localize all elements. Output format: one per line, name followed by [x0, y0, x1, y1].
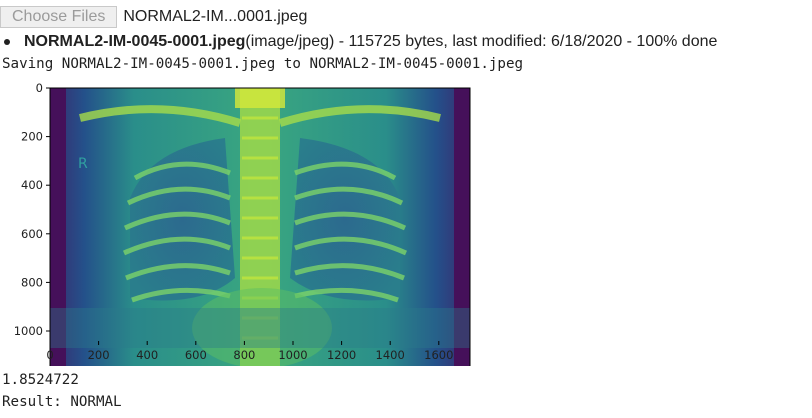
bullet-icon	[4, 39, 10, 45]
y-tick-label: 200	[21, 130, 43, 144]
y-tick-label: 1000	[14, 324, 43, 338]
y-tick-label: 0	[36, 81, 43, 95]
x-tick-label: 0	[46, 348, 53, 362]
image-marker-label: R	[78, 156, 88, 172]
y-tick-label: 800	[21, 275, 43, 289]
y-axis: 0 200 400 600 800 1000	[14, 81, 50, 338]
x-tick-label: 1200	[327, 348, 356, 362]
uploaded-file-details: (image/jpeg) - 115725 bytes, last modifi…	[245, 33, 717, 51]
x-tick-label: 200	[88, 348, 110, 362]
file-upload-row: Choose Files NORMAL2-IM...0001.jpeg	[0, 5, 307, 29]
x-tick-label: 800	[233, 348, 255, 362]
xray-image-plot: R 0 200 400 600 800 1000	[0, 78, 480, 366]
saving-output: Saving NORMAL2-IM-0045-0001.jpeg to NORM…	[2, 56, 523, 72]
selected-file-name: NORMAL2-IM...0001.jpeg	[123, 8, 307, 26]
x-tick-label: 1400	[376, 348, 405, 362]
x-tick-label: 1000	[278, 348, 307, 362]
uploaded-file-info: NORMAL2-IM-0045-0001.jpeg (image/jpeg) - …	[0, 33, 717, 51]
score-output: 1.8524722	[2, 372, 79, 388]
uploaded-file-name: NORMAL2-IM-0045-0001.jpeg	[24, 33, 245, 51]
choose-files-button[interactable]: Choose Files	[0, 6, 117, 28]
y-tick-label: 600	[21, 227, 43, 241]
result-output: Result: NORMAL	[2, 394, 122, 410]
xray-image: R	[50, 88, 470, 366]
x-tick-label: 1600	[424, 348, 453, 362]
x-axis: 0 200 400 600 800 1000 1200 1400 1600	[0, 341, 480, 367]
x-tick-label: 600	[185, 348, 207, 362]
y-tick-label: 400	[21, 178, 43, 192]
x-tick-label: 400	[136, 348, 158, 362]
